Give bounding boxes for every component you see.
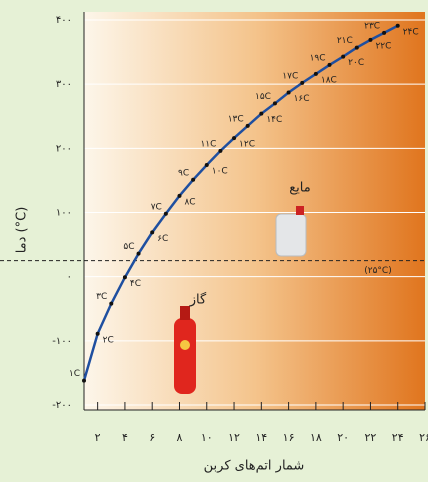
point-label: ۶C [157, 234, 168, 244]
point [109, 302, 113, 306]
y-tick-label: ۴۰۰ [56, 15, 72, 26]
point [205, 163, 209, 167]
x-tick-label: ۱۸ [310, 431, 322, 444]
point-label: ۲۳C [364, 21, 380, 31]
liquid-label: مایع [289, 181, 310, 196]
point [382, 31, 386, 35]
x-tick-label: ۲۴ [392, 431, 404, 444]
reference-label: (۲۵°C) [364, 266, 391, 276]
x-tick-label: ۸ [177, 431, 183, 444]
point [259, 112, 263, 116]
y-tick-label: ۱۰۰ [56, 208, 72, 219]
x-tick-label: ۱۰ [201, 431, 213, 444]
point-label: ۹C [178, 168, 189, 178]
y-tick-label: -۱۰۰ [52, 336, 72, 347]
x-tick-label: ۱۲ [228, 431, 240, 444]
chart: دما (°C) شمار اتم‌های کربن مایع گاز -۲۰۰… [0, 0, 428, 482]
point [123, 275, 127, 279]
point-label: ۷C [151, 202, 162, 212]
y-tick-label: ۰ [67, 272, 72, 283]
jug-cap [296, 206, 304, 215]
x-tick-label: ۱۴ [255, 431, 267, 444]
point [150, 230, 154, 234]
point-label: ۱۹C [310, 53, 326, 63]
point [341, 55, 345, 59]
x-tick-label: ۲۶ [419, 431, 428, 444]
point-label: ۱۲C [239, 140, 255, 150]
gas-cylinder [174, 318, 196, 394]
point [177, 194, 181, 198]
point-label: ۱۵C [255, 92, 271, 102]
x-tick-label: ۱۶ [283, 431, 295, 444]
x-tick-label: ۶ [149, 431, 155, 444]
point [82, 379, 86, 383]
point-label: ۱۳C [228, 114, 244, 124]
x-tick-label: ۲ [95, 431, 101, 444]
point-label: ۱C [69, 369, 80, 379]
point-label: ۱۰C [212, 167, 228, 177]
point-label: ۲۲C [375, 41, 391, 51]
point-label: ۱۸C [321, 75, 337, 85]
point-label: ۲۴C [403, 27, 419, 37]
point [232, 136, 236, 140]
gas-logo [180, 340, 190, 350]
gas-valve [180, 306, 190, 320]
point [328, 63, 332, 67]
point-label: ۱۷C [282, 71, 298, 81]
point [314, 72, 318, 76]
point [396, 24, 400, 28]
point [191, 178, 195, 182]
point-label: ۵C [123, 242, 134, 252]
point-label: ۸C [184, 197, 195, 207]
x-axis-label: شمار اتم‌های کربن [204, 459, 305, 474]
gas-label: گاز [189, 292, 207, 308]
point [246, 124, 250, 128]
point [287, 91, 291, 95]
point-label: ۱۴C [266, 115, 282, 125]
point-label: ۱۱C [200, 139, 216, 149]
point [273, 101, 277, 105]
y-tick-label: ۳۰۰ [56, 79, 72, 90]
point [164, 212, 168, 216]
point-label: ۱۶C [294, 94, 310, 104]
x-tick-label: ۲۰ [337, 431, 349, 444]
x-tick-label: ۲۲ [365, 431, 377, 444]
point [137, 252, 141, 256]
point-label: ۲۱C [337, 36, 353, 46]
point [218, 149, 222, 153]
point [300, 81, 304, 85]
point [368, 38, 372, 42]
point-label: ۳C [96, 292, 107, 302]
point-label: ۲C [103, 335, 114, 345]
y-tick-label: -۲۰۰ [52, 400, 72, 411]
point [355, 46, 359, 50]
point [96, 332, 100, 336]
plot-area [84, 12, 425, 410]
y-axis-label: دما (°C) [15, 207, 30, 254]
x-tick-label: ۴ [122, 431, 128, 444]
jug [276, 214, 306, 256]
y-tick-label: ۲۰۰ [56, 143, 72, 154]
point-label: ۴C [130, 279, 141, 289]
point-label: ۲۰C [348, 58, 364, 68]
